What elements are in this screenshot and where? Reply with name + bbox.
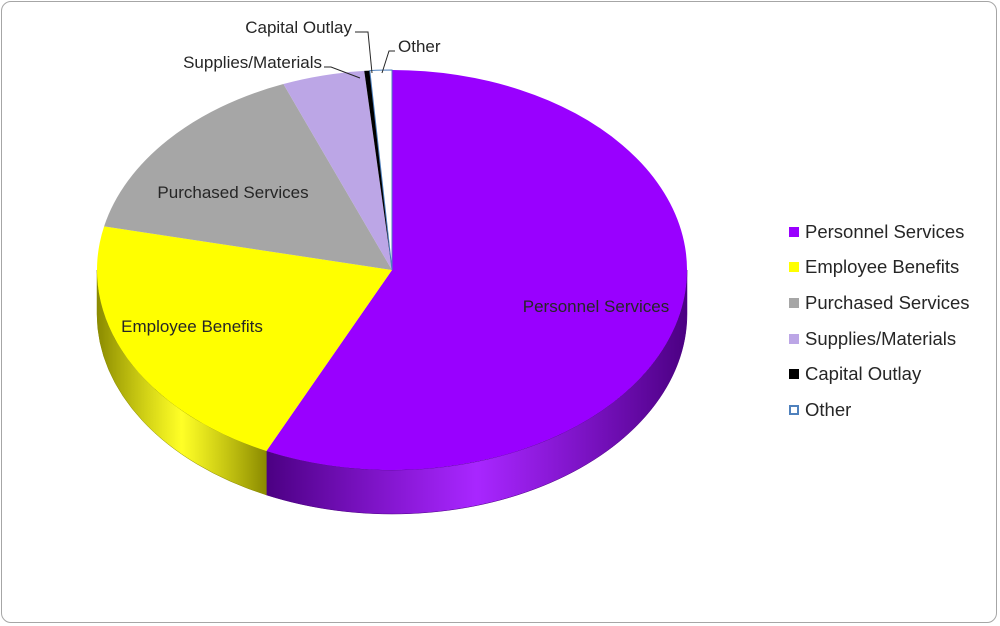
chart-legend: Personnel Services Employee Benefits Purch… [789,214,970,428]
data-label-other: Other [398,37,441,56]
legend-item-capital-outlay: Capital Outlay [789,356,970,392]
pie-slice-supplies-materials [283,70,392,270]
legend-swatch [789,369,799,380]
legend-swatch [789,262,799,273]
legend-swatch [789,297,799,308]
legend-label: Supplies/Materials [805,327,957,349]
data-label-purchased-services: Purchased Services [157,183,308,202]
legend-label: Other [805,398,852,420]
pie-slice-other [369,69,393,271]
leader-line-other [381,50,395,74]
legend-item-personnel-services: Personnel Services [789,214,970,250]
legend-label: Purchased Services [805,291,970,313]
data-label-supplies-materials: Supplies/Materials [183,53,322,72]
legend-item-purchased-services: Purchased Services [789,285,970,321]
data-label-capital-outlay: Capital Outlay [245,18,352,37]
legend-swatch [789,226,799,237]
legend-swatch [789,404,799,415]
legend-swatch [789,333,799,344]
leader-line-supplies-materials [324,66,361,79]
legend-item-supplies-materials: Supplies/Materials [789,321,970,357]
pie-slice-capital-outlay [364,70,392,270]
pie-slice-employee-benefits [97,226,392,451]
legend-item-employee-benefits: Employee Benefits [789,250,970,286]
pie-slice-personnel-services [266,70,687,470]
legend-label: Capital Outlay [805,363,922,385]
legend-label: Employee Benefits [805,256,960,278]
leader-line-capital-outlay [355,31,373,74]
data-label-employee-benefits: Employee Benefits [121,317,263,336]
data-label-personnel-services: Personnel Services [523,297,669,316]
legend-label: Personnel Services [805,220,965,242]
legend-item-other: Other [789,392,970,428]
pie-slice-purchased-services [104,84,392,270]
